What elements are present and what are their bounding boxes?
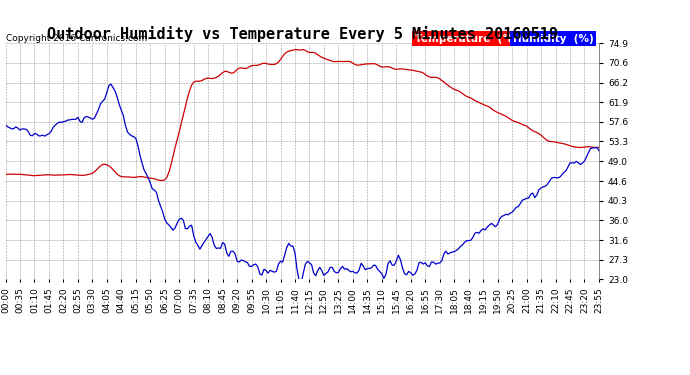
Text: Copyright 2016 Cartronics.com: Copyright 2016 Cartronics.com [6, 34, 147, 43]
Title: Outdoor Humidity vs Temperature Every 5 Minutes 20160519: Outdoor Humidity vs Temperature Every 5 … [47, 26, 558, 42]
Text: Temperature  (°F): Temperature (°F) [415, 34, 520, 44]
Text: Humidity  (%): Humidity (%) [513, 34, 593, 44]
